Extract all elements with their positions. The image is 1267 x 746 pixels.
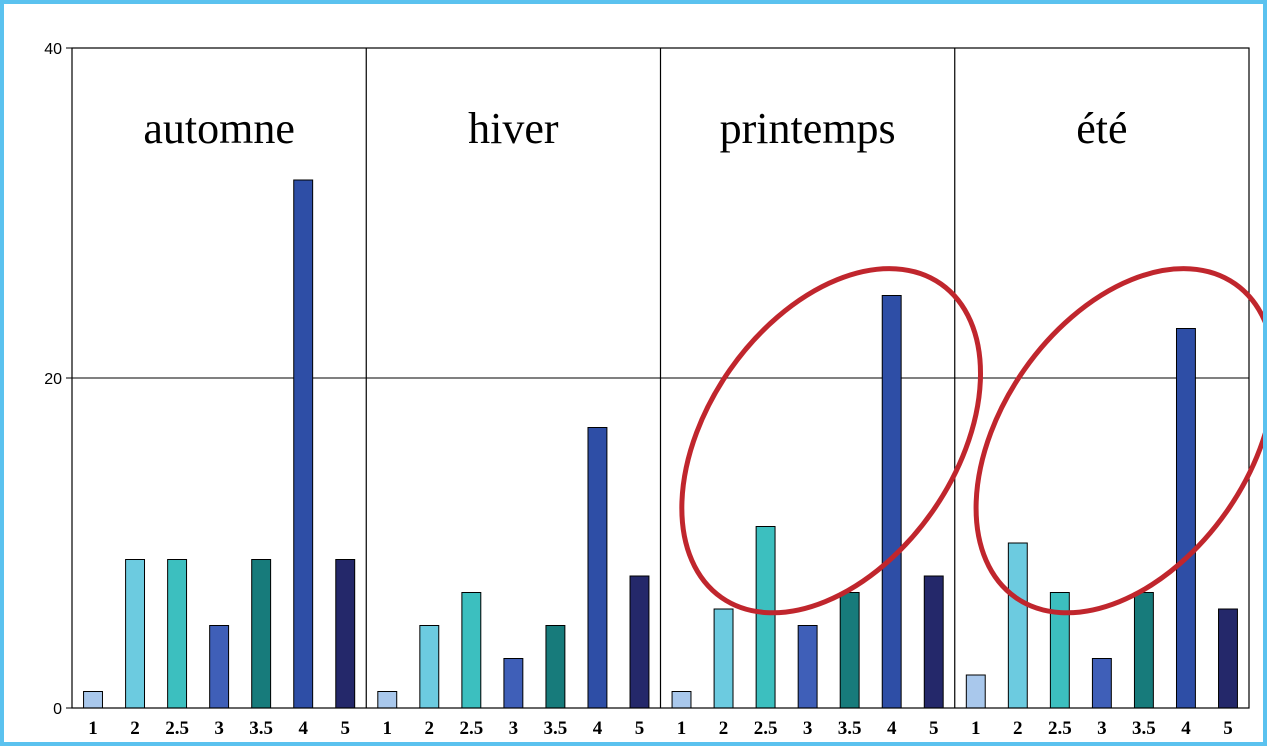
bar (1133, 592, 1154, 709)
x-tick-label: 1 (677, 718, 687, 739)
x-tick-label: 4 (887, 718, 897, 739)
bar (209, 625, 230, 709)
x-tick-label: 2 (130, 718, 140, 739)
bar (713, 608, 734, 709)
bar (1175, 328, 1196, 709)
bar (83, 691, 103, 709)
x-tick-label: 5 (1223, 718, 1233, 739)
x-tick-label: 4 (1181, 718, 1191, 739)
x-tick-label: 3.5 (1132, 718, 1156, 739)
bar (923, 575, 944, 709)
x-tick-label: 2.5 (754, 718, 778, 739)
x-tick-label: 3 (214, 718, 224, 739)
x-tick-label: 1 (971, 718, 981, 739)
labels: 0 20 40 automne 1 2 2.5 3 3.5 4 5 hiver 1 2 2.5 3 3.5 4 5 p… (44, 41, 1233, 739)
bar (1007, 542, 1028, 709)
x-tick-label: 4 (298, 718, 308, 739)
bar (335, 559, 356, 709)
bar (167, 559, 188, 709)
panel-title: printemps (720, 104, 896, 153)
bar (251, 559, 272, 709)
x-tick-label: 3.5 (249, 718, 273, 739)
x-tick-label: 4 (593, 718, 603, 739)
bar (1218, 608, 1238, 709)
y-tick-label: 0 (53, 701, 62, 718)
seasonal-bar-chart: 0 20 40 automne 1 2 2.5 3 3.5 4 5 hiver 1 2 2.5 3 3.5 4 5 p… (44, 41, 1263, 739)
bar (545, 625, 566, 709)
bar (419, 625, 440, 709)
panel-title: hiver (468, 104, 559, 153)
bar (755, 526, 776, 709)
chart-frame: 0 20 40 automne 1 2 2.5 3 3.5 4 5 hiver 1 2 2.5 3 3.5 4 5 p… (4, 4, 1263, 742)
bar (839, 592, 860, 709)
bar (377, 691, 398, 709)
highlight-ellipses (679, 266, 1263, 616)
bar (293, 179, 314, 709)
x-tick-label: 2.5 (459, 718, 483, 739)
bar (965, 674, 986, 709)
plot-border (71, 47, 1250, 709)
x-tick-label: 2 (425, 718, 435, 739)
x-tick-label: 3 (1097, 718, 1107, 739)
x-tick-label: 5 (340, 718, 350, 739)
y-tick-label: 40 (44, 41, 62, 58)
x-tick-label: 2.5 (165, 718, 189, 739)
x-tick-label: 3 (509, 718, 519, 739)
y-tick-label: 20 (44, 371, 62, 388)
x-tick-label: 1 (383, 718, 393, 739)
bar (629, 575, 650, 709)
highlight-ellipse (679, 266, 983, 616)
bar (503, 658, 524, 709)
bar (881, 295, 902, 709)
x-tick-label: 3 (803, 718, 813, 739)
x-tick-label: 2.5 (1048, 718, 1072, 739)
bar (1091, 658, 1112, 709)
bar (125, 559, 146, 709)
x-tick-label: 3.5 (544, 718, 568, 739)
bar (797, 625, 818, 709)
x-tick-label: 3.5 (838, 718, 862, 739)
x-tick-label: 2 (1013, 718, 1023, 739)
x-tick-label: 5 (929, 718, 939, 739)
x-tick-label: 1 (88, 718, 98, 739)
bar (461, 592, 482, 709)
axes (66, 47, 1250, 709)
bar (671, 691, 692, 709)
x-tick-label: 5 (635, 718, 645, 739)
x-tick-label: 2 (719, 718, 729, 739)
panel-title: été (1076, 104, 1127, 153)
panel-title: automne (143, 104, 295, 153)
highlight-ellipse (973, 266, 1263, 616)
bar (587, 427, 608, 709)
